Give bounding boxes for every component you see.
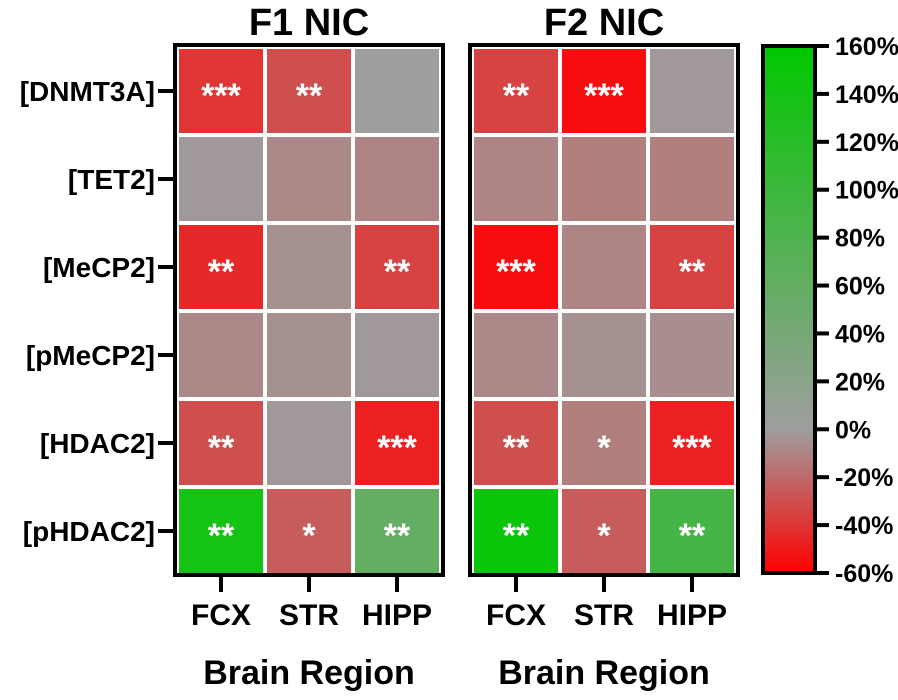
colorbar-gradient xyxy=(761,44,817,575)
significance-marker: ** xyxy=(679,517,706,555)
heatmap-cell xyxy=(351,397,443,489)
heatmap-cell xyxy=(351,45,443,137)
significance-marker: ** xyxy=(384,253,411,291)
colorbar-tick-label: 120% xyxy=(835,129,898,157)
heatmap-cell xyxy=(470,485,562,577)
heatmap-cell xyxy=(351,309,443,401)
heatmap-cell xyxy=(263,485,355,577)
colorbar-tick-label: 40% xyxy=(835,320,885,348)
heatmap-cell xyxy=(470,309,562,401)
colorbar-tick-label: -20% xyxy=(835,464,893,492)
heatmap-panel: F1 NIC*** **** **** ***** * **FCX STR HIPPBrain… xyxy=(173,2,445,692)
significance-marker: *** xyxy=(496,253,536,291)
column-label: STR xyxy=(279,599,339,632)
significance-marker: ** xyxy=(208,429,235,467)
row-label: [TET2] xyxy=(68,164,155,195)
x-axis-label: Brain Region xyxy=(203,654,415,692)
colorbar-tick-label: 20% xyxy=(835,368,885,396)
heatmap-cell xyxy=(263,309,355,401)
colorbar-tick-label: 140% xyxy=(835,81,898,109)
row-label: [pMeCP2] xyxy=(26,340,155,371)
heatmap-cell xyxy=(646,221,738,313)
significance-marker: ** xyxy=(679,253,706,291)
column-label: HIPP xyxy=(657,599,727,632)
heatmap-cell xyxy=(263,397,355,489)
colorbar-tick-label: 0% xyxy=(835,416,871,444)
significance-marker: *** xyxy=(672,429,712,467)
row-label: [pHDAC2] xyxy=(23,516,155,547)
row-label: [HDAC2] xyxy=(40,428,155,459)
row-labels: [DNMT3A] [TET2] [MeCP2] [pMeCP2] [HDAC2] [pHD… xyxy=(20,76,175,547)
x-axis-label: Brain Region xyxy=(498,654,710,692)
column-label: FCX xyxy=(191,599,251,632)
row-label: [MeCP2] xyxy=(43,252,155,283)
heatmap-cell xyxy=(470,133,562,225)
significance-marker: ** xyxy=(503,429,530,467)
colorbar: 160% 140% 120% 100% 80% 60% 40% 20% 0% -20% -40% -6… xyxy=(761,33,898,588)
significance-marker: * xyxy=(597,517,611,555)
significance-marker: *** xyxy=(201,77,241,115)
significance-marker: *** xyxy=(377,429,417,467)
panel-title: F2 NIC xyxy=(544,2,664,44)
significance-marker: ** xyxy=(208,253,235,291)
significance-marker: *** xyxy=(584,77,624,115)
heatmap-cell xyxy=(351,133,443,225)
panel-title: F1 NIC xyxy=(249,2,369,44)
heatmap-cell xyxy=(646,309,738,401)
significance-marker: * xyxy=(302,517,316,555)
column-label: HIPP xyxy=(362,599,432,632)
heatmap-cell xyxy=(558,221,650,313)
significance-marker: ** xyxy=(296,77,323,115)
heatmap-cell xyxy=(646,45,738,137)
column-label: STR xyxy=(574,599,634,632)
heatmap-panels: F1 NIC*** **** **** ***** * **FCX STR HIPPBrain… xyxy=(173,2,740,692)
row-label: [DNMT3A] xyxy=(20,76,155,107)
heatmap-cell xyxy=(558,309,650,401)
heatmap-cell xyxy=(646,397,738,489)
colorbar-tick-label: -40% xyxy=(835,512,893,540)
significance-marker: ** xyxy=(208,517,235,555)
heatmap-cell xyxy=(646,133,738,225)
significance-marker: ** xyxy=(503,517,530,555)
heatmap-panel: F2 NIC** ****** **** * ***** * **FCX STR HIPPBra… xyxy=(468,2,740,692)
column-label: FCX xyxy=(486,599,546,632)
significance-marker: ** xyxy=(503,77,530,115)
heatmap-cell xyxy=(263,221,355,313)
heatmap-cell xyxy=(558,133,650,225)
colorbar-tick-label: 60% xyxy=(835,273,885,301)
significance-marker: * xyxy=(597,429,611,467)
heatmap-cell xyxy=(263,133,355,225)
significance-marker: ** xyxy=(384,517,411,555)
colorbar-tick-label: 100% xyxy=(835,177,898,205)
colorbar-tick-label: 80% xyxy=(835,225,885,253)
colorbar-tick-label: 160% xyxy=(835,33,898,61)
heatmap-cell xyxy=(175,309,267,401)
heatmap-cell xyxy=(175,133,267,225)
colorbar-tick-label: -60% xyxy=(835,560,893,588)
